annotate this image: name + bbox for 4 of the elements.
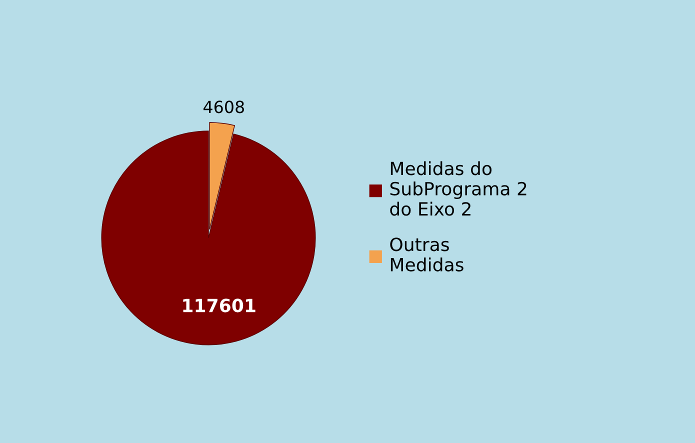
data-label: 117601 — [183, 298, 256, 312]
legend-label: Medidas do SubPrograma 2 do Eixo 2 — [390, 161, 526, 216]
legend-label: Outras Medidas — [390, 238, 464, 272]
data-label: 4608 — [204, 100, 244, 114]
